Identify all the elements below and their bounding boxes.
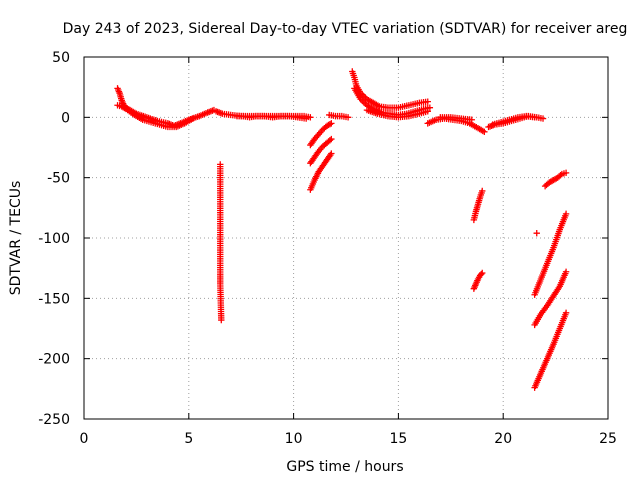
data-point xyxy=(328,150,335,157)
y-tick-label: 50 xyxy=(52,50,70,66)
plot-frame xyxy=(83,56,609,420)
y-tick-label: -150 xyxy=(38,291,70,307)
x-axis-label: GPS time / hours xyxy=(286,459,403,475)
data-point xyxy=(562,309,570,317)
chart-title: Day 243 of 2023, Sidereal Day-to-day VTE… xyxy=(63,21,628,37)
x-tick-label: 20 xyxy=(494,431,512,447)
y-tick-label: -250 xyxy=(38,412,70,428)
axis-ticks: 0 5 10 15 20 25 50 0 -50 -100 -150 -200 -250 xyxy=(38,50,617,447)
x-tick-label: 10 xyxy=(285,431,303,447)
data-point xyxy=(326,120,334,128)
data-point xyxy=(302,115,310,122)
data-point xyxy=(481,128,488,136)
x-tick-label: 15 xyxy=(389,431,407,447)
data-point xyxy=(426,104,434,111)
x-tick-label: 0 xyxy=(80,431,89,447)
data-point xyxy=(479,269,486,277)
data-point xyxy=(562,268,570,275)
data-point xyxy=(218,316,225,324)
data-point xyxy=(562,210,570,218)
data-point xyxy=(562,169,570,177)
data-point xyxy=(328,120,335,127)
data-point xyxy=(344,114,352,121)
data-point xyxy=(477,271,485,278)
y-tick-label: -100 xyxy=(38,231,70,247)
data-point xyxy=(479,187,486,195)
y-axis-label: SDTVAR / TECUs xyxy=(8,181,24,296)
data-point xyxy=(539,115,547,122)
data-point xyxy=(557,172,564,179)
y-tick-label: -50 xyxy=(47,171,70,187)
x-tick-label: 5 xyxy=(184,431,193,447)
y-tick-label: 0 xyxy=(61,110,70,126)
data-point xyxy=(531,114,538,121)
data-point xyxy=(424,98,431,105)
data-points xyxy=(114,68,570,391)
data-point xyxy=(326,137,334,144)
y-tick-label: -200 xyxy=(38,352,70,368)
data-point xyxy=(307,114,314,121)
data-point xyxy=(328,135,335,143)
x-tick-label: 25 xyxy=(599,431,617,447)
data-point xyxy=(533,229,540,237)
data-point xyxy=(424,108,431,115)
data-point xyxy=(468,116,475,123)
grid-lines xyxy=(84,57,608,419)
data-point xyxy=(189,115,197,122)
